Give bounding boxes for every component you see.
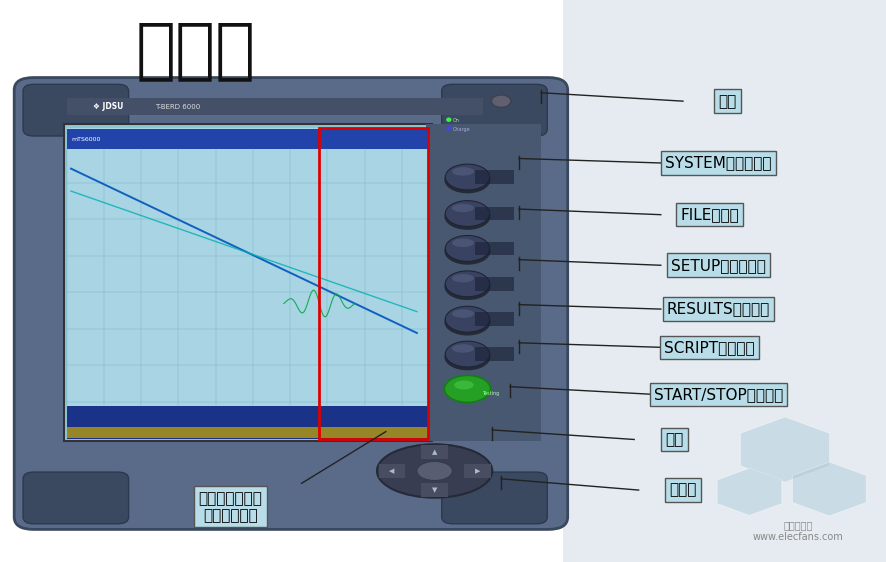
Text: 主界面: 主界面	[135, 17, 255, 83]
Ellipse shape	[444, 309, 490, 336]
Ellipse shape	[452, 203, 473, 212]
Text: SYSTEM：系统设置: SYSTEM：系统设置	[664, 156, 771, 170]
Ellipse shape	[445, 235, 489, 261]
Text: RESULTS：结果页: RESULTS：结果页	[666, 302, 769, 316]
Ellipse shape	[377, 444, 492, 498]
Text: ▲: ▲	[431, 449, 437, 455]
Ellipse shape	[452, 239, 473, 247]
Text: mTS6000: mTS6000	[71, 137, 100, 142]
FancyBboxPatch shape	[23, 84, 128, 136]
Text: SETUP：测试设置: SETUP：测试设置	[671, 258, 765, 273]
Text: 游标: 游标	[664, 432, 682, 447]
Text: START/STOP：测量键: START/STOP：测量键	[653, 387, 782, 402]
Ellipse shape	[444, 166, 490, 193]
Bar	[66, 128, 428, 439]
Ellipse shape	[452, 344, 473, 353]
Ellipse shape	[491, 95, 510, 107]
Bar	[66, 129, 428, 149]
Text: 电子发烧友
www.elecfans.com: 电子发烧友 www.elecfans.com	[752, 520, 843, 542]
Bar	[474, 242, 514, 255]
Ellipse shape	[444, 343, 490, 370]
Ellipse shape	[416, 461, 452, 481]
Text: FILE：文件: FILE：文件	[680, 207, 738, 222]
Bar	[66, 406, 428, 439]
Bar	[66, 427, 428, 438]
Ellipse shape	[452, 274, 473, 282]
Text: SCRIPT：宏操作: SCRIPT：宏操作	[664, 340, 754, 355]
Bar	[474, 207, 514, 220]
Ellipse shape	[454, 380, 473, 389]
Bar	[319, 128, 428, 439]
FancyBboxPatch shape	[14, 78, 567, 529]
Text: T-BERD 6000: T-BERD 6000	[155, 104, 200, 110]
Ellipse shape	[446, 126, 451, 130]
Text: Charge: Charge	[452, 127, 470, 132]
Bar	[563, 0, 886, 562]
Ellipse shape	[446, 117, 451, 122]
Ellipse shape	[445, 271, 489, 297]
FancyBboxPatch shape	[441, 472, 547, 524]
FancyBboxPatch shape	[441, 84, 547, 136]
Text: 开关: 开关	[718, 94, 735, 108]
Ellipse shape	[444, 203, 490, 230]
Text: On: On	[452, 119, 459, 123]
Text: 确认键: 确认键	[669, 483, 696, 497]
Bar	[425, 124, 540, 441]
Bar	[474, 170, 514, 184]
Bar	[378, 464, 405, 478]
Text: ❖ JDSU: ❖ JDSU	[93, 102, 123, 111]
Ellipse shape	[445, 201, 489, 226]
Bar	[421, 483, 447, 497]
FancyBboxPatch shape	[23, 472, 128, 524]
Text: ▼: ▼	[431, 487, 437, 493]
Bar	[421, 445, 447, 459]
Bar	[463, 464, 490, 478]
Ellipse shape	[444, 375, 490, 402]
Ellipse shape	[445, 341, 489, 367]
Ellipse shape	[444, 238, 490, 265]
Bar	[474, 277, 514, 291]
Ellipse shape	[452, 309, 473, 318]
Text: ◀: ◀	[389, 468, 394, 474]
Ellipse shape	[445, 306, 489, 332]
Text: Testing: Testing	[481, 391, 498, 396]
Ellipse shape	[444, 273, 490, 300]
Bar	[474, 312, 514, 326]
Bar	[64, 124, 431, 441]
Ellipse shape	[452, 167, 473, 175]
Bar	[474, 347, 514, 361]
Ellipse shape	[445, 164, 489, 190]
Text: ▶: ▶	[474, 468, 479, 474]
Text: 键的操作与仪表
提示对应即可: 键的操作与仪表 提示对应即可	[198, 491, 262, 523]
Bar	[66, 98, 483, 115]
